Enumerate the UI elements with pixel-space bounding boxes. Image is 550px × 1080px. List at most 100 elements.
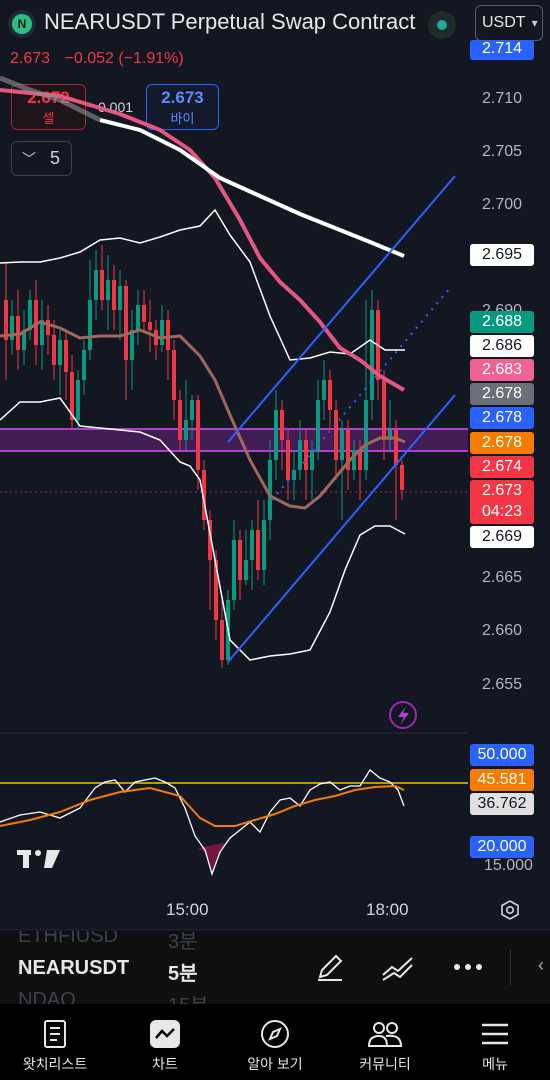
watchlist-icon xyxy=(44,1020,66,1048)
more-icon[interactable] xyxy=(452,961,484,973)
price-tag: 2.678 xyxy=(470,407,534,429)
symbol-logo-letter: N xyxy=(12,14,32,34)
chevron-left-icon[interactable]: ‹ xyxy=(538,955,544,975)
nav-explore[interactable]: 알아 보기 xyxy=(220,1004,330,1080)
nav-label: 차트 xyxy=(152,1056,178,1072)
chevron-down-icon: ▾ xyxy=(531,16,538,30)
nav-label: 커뮤니티 xyxy=(359,1056,411,1072)
candle-body xyxy=(100,270,104,300)
bollinger-basis xyxy=(0,320,406,510)
rsi-tick: 15.000 xyxy=(484,857,533,874)
candle-body xyxy=(190,400,194,420)
candle-body xyxy=(274,410,278,460)
watchlist-symbol: NDAO xyxy=(18,989,76,1004)
nav-label: 메뉴 xyxy=(482,1056,508,1072)
candle-body xyxy=(256,530,260,570)
candle-body xyxy=(160,320,164,345)
price-tag: 2.686 xyxy=(470,335,534,357)
pencil-icon[interactable] xyxy=(314,951,346,983)
price-tag: 2.678 xyxy=(470,383,534,405)
candle-body xyxy=(322,380,326,400)
chevron-down-icon: ﹀ xyxy=(22,150,36,167)
channel-upper xyxy=(227,175,456,443)
candle-countdown: 04:23 xyxy=(481,503,523,520)
candle-body xyxy=(40,320,44,345)
buy-price: 2.673 xyxy=(161,88,204,107)
candle-body xyxy=(382,380,386,440)
candle-body xyxy=(304,440,308,470)
nav-chart[interactable]: 차트 xyxy=(110,1004,220,1080)
candle-body xyxy=(238,540,242,580)
candle-body xyxy=(124,286,128,360)
candle-body xyxy=(370,310,374,400)
price-tag: 2.688 xyxy=(470,311,534,333)
candle-body xyxy=(112,280,116,310)
time-tick: 15:00 xyxy=(166,900,209,919)
rsi-tag: 36.762 xyxy=(470,793,534,815)
price-tag: 2.669 xyxy=(470,526,534,548)
candle-body xyxy=(340,430,344,460)
market-status-icon[interactable] xyxy=(428,11,456,39)
candles xyxy=(4,245,404,668)
candle-body xyxy=(244,560,248,580)
pink-moving-average xyxy=(0,88,406,392)
indicators-toggle[interactable]: ﹀ 5 xyxy=(11,141,72,176)
channel-lower xyxy=(227,394,456,663)
candle-body xyxy=(130,330,134,360)
price-chart[interactable] xyxy=(0,0,550,930)
candle-body xyxy=(220,620,224,660)
candle-body xyxy=(10,316,14,340)
nav-watchlist[interactable]: 왓치리스트 xyxy=(0,1004,110,1080)
price-tick: 2.660 xyxy=(482,622,523,639)
watchlist-row[interactable]: NDAO 15분 xyxy=(18,989,209,1004)
buy-button[interactable]: 2.673 바이 xyxy=(146,84,219,130)
nav-label: 왓치리스트 xyxy=(22,1056,88,1072)
bollinger-lower xyxy=(0,397,406,661)
candle-body xyxy=(4,300,8,340)
lightning-icon xyxy=(389,701,417,729)
price-change: −0.052 (−1.91%) xyxy=(64,50,184,67)
watchlist-row[interactable]: ETHFIUSD 3분 xyxy=(18,931,198,953)
watchlist-timeframe: 5분 xyxy=(168,963,198,985)
candle-body xyxy=(88,300,92,350)
symbol-logo-icon[interactable]: N xyxy=(8,10,36,38)
candle-body xyxy=(268,460,272,520)
price-tick: 2.700 xyxy=(482,196,523,213)
compass-icon xyxy=(261,1020,289,1048)
candle-body xyxy=(214,560,218,620)
slow-moving-average xyxy=(99,118,405,258)
candle-body xyxy=(208,520,212,560)
menu-icon xyxy=(482,1023,508,1045)
candle-body xyxy=(94,270,98,300)
candle-body xyxy=(118,286,122,310)
symbol-title[interactable]: NEARUSDT Perpetual Swap Contract xyxy=(44,9,416,34)
watchlist-symbol: NEARUSDT xyxy=(18,957,130,979)
chart-settings-icon[interactable] xyxy=(499,899,521,921)
lightning-bolt xyxy=(398,706,409,725)
candle-body xyxy=(346,430,350,470)
candle-body xyxy=(388,430,392,440)
community-icon xyxy=(367,1022,403,1047)
candle-body xyxy=(262,520,266,570)
candle-body xyxy=(166,320,170,350)
watchlist-row-active[interactable]: NEARUSDT 5분 xyxy=(18,957,198,985)
rsi-tag: 20.000 xyxy=(470,836,534,858)
candle-body xyxy=(310,450,314,470)
candle-body xyxy=(352,450,356,470)
indicators-count: 5 xyxy=(50,148,61,168)
trend-lines-icon[interactable] xyxy=(380,953,416,983)
current-price-tag: 2.673 04:23 xyxy=(470,480,534,524)
candle-body xyxy=(82,350,86,380)
candle-body xyxy=(334,410,338,460)
candle-body xyxy=(202,470,206,520)
rsi-signal xyxy=(0,784,405,827)
candle-body xyxy=(196,400,200,470)
nav-community[interactable]: 커뮤니티 xyxy=(330,1004,440,1080)
nav-menu[interactable]: 메뉴 xyxy=(440,1004,550,1080)
candle-body xyxy=(172,350,176,400)
candle-body xyxy=(52,335,56,365)
rsi-line xyxy=(0,769,405,877)
slow-moving-average-fade xyxy=(0,75,102,123)
price-tick: 2.710 xyxy=(482,90,523,107)
candle-body xyxy=(250,530,254,560)
